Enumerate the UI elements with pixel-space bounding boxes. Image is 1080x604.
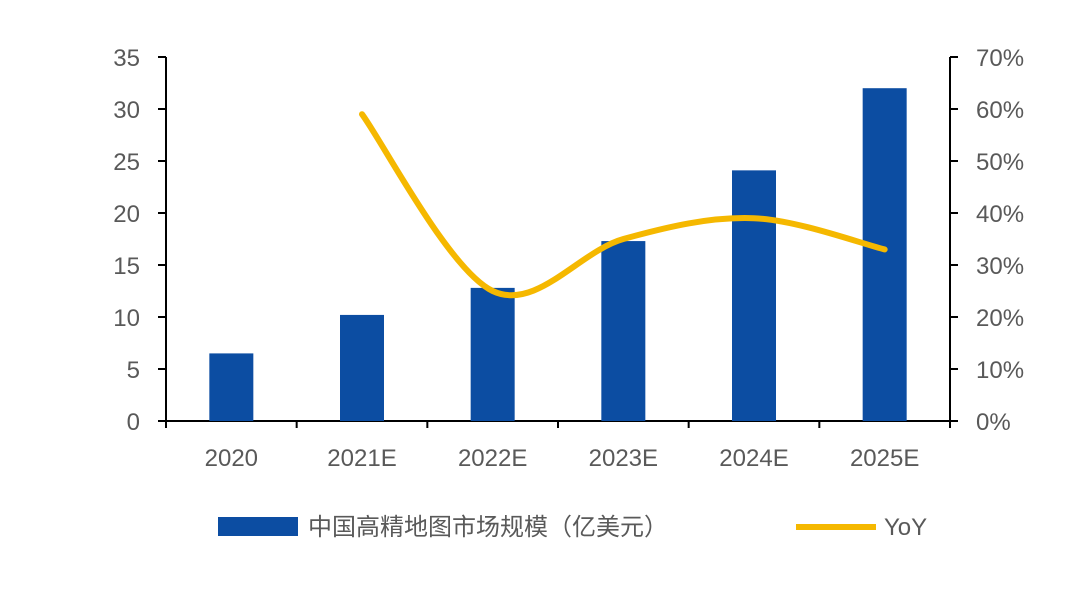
bar [209, 353, 254, 421]
bar [732, 170, 776, 421]
legend-bar-swatch [218, 517, 298, 536]
legend: 中国高精地图市场规模（亿美元） YoY [218, 514, 927, 541]
x-axis-tick-label: 2020 [205, 445, 258, 472]
x-axis-tick-label: 2025E [850, 445, 919, 472]
bar [601, 241, 646, 421]
left-axis-tick-label: 15 [113, 253, 140, 280]
x-axis-tick-label: 2022E [458, 445, 527, 472]
right-axis-tick-label: 70% [976, 45, 1024, 72]
right-axis-tick-label: 30% [976, 253, 1024, 280]
right-axis-tick-label: 50% [976, 149, 1024, 176]
left-axis-tick-label: 10 [113, 305, 140, 332]
x-axis-tick-label: 2021E [327, 445, 396, 472]
x-axis-tick-label: 2024E [719, 445, 788, 472]
left-axis-tick-label: 0 [127, 409, 140, 436]
bar [862, 88, 907, 421]
left-axis-tick-label: 5 [127, 357, 140, 384]
right-axis-tick-label: 40% [976, 201, 1024, 228]
right-axis-tick-label: 60% [976, 97, 1024, 124]
left-axis-tick-label: 20 [113, 201, 140, 228]
bar [340, 314, 384, 421]
bar [470, 287, 515, 421]
bar-series [209, 88, 907, 421]
left-axis-tick-label: 30 [113, 97, 140, 124]
axes [158, 56, 958, 428]
yoy-line-series [359, 111, 888, 299]
left-axis-tick-label: 35 [113, 45, 140, 72]
left-axis-tick-label: 25 [113, 149, 140, 176]
legend-line-label: YoY [884, 514, 927, 541]
legend-bar-label: 中国高精地图市场规模（亿美元） [308, 514, 668, 541]
right-axis-tick-label: 20% [976, 305, 1024, 332]
right-axis-tick-label: 0% [976, 409, 1011, 436]
right-axis-tick-label: 10% [976, 357, 1024, 384]
yoy-line [359, 111, 888, 299]
tick-labels: 0 5 10 15 20 25 30 35 0% 10% 20% 30% 40% 50% 60% 70% 202… [113, 45, 1024, 472]
x-axis-tick-label: 2023E [589, 445, 658, 472]
